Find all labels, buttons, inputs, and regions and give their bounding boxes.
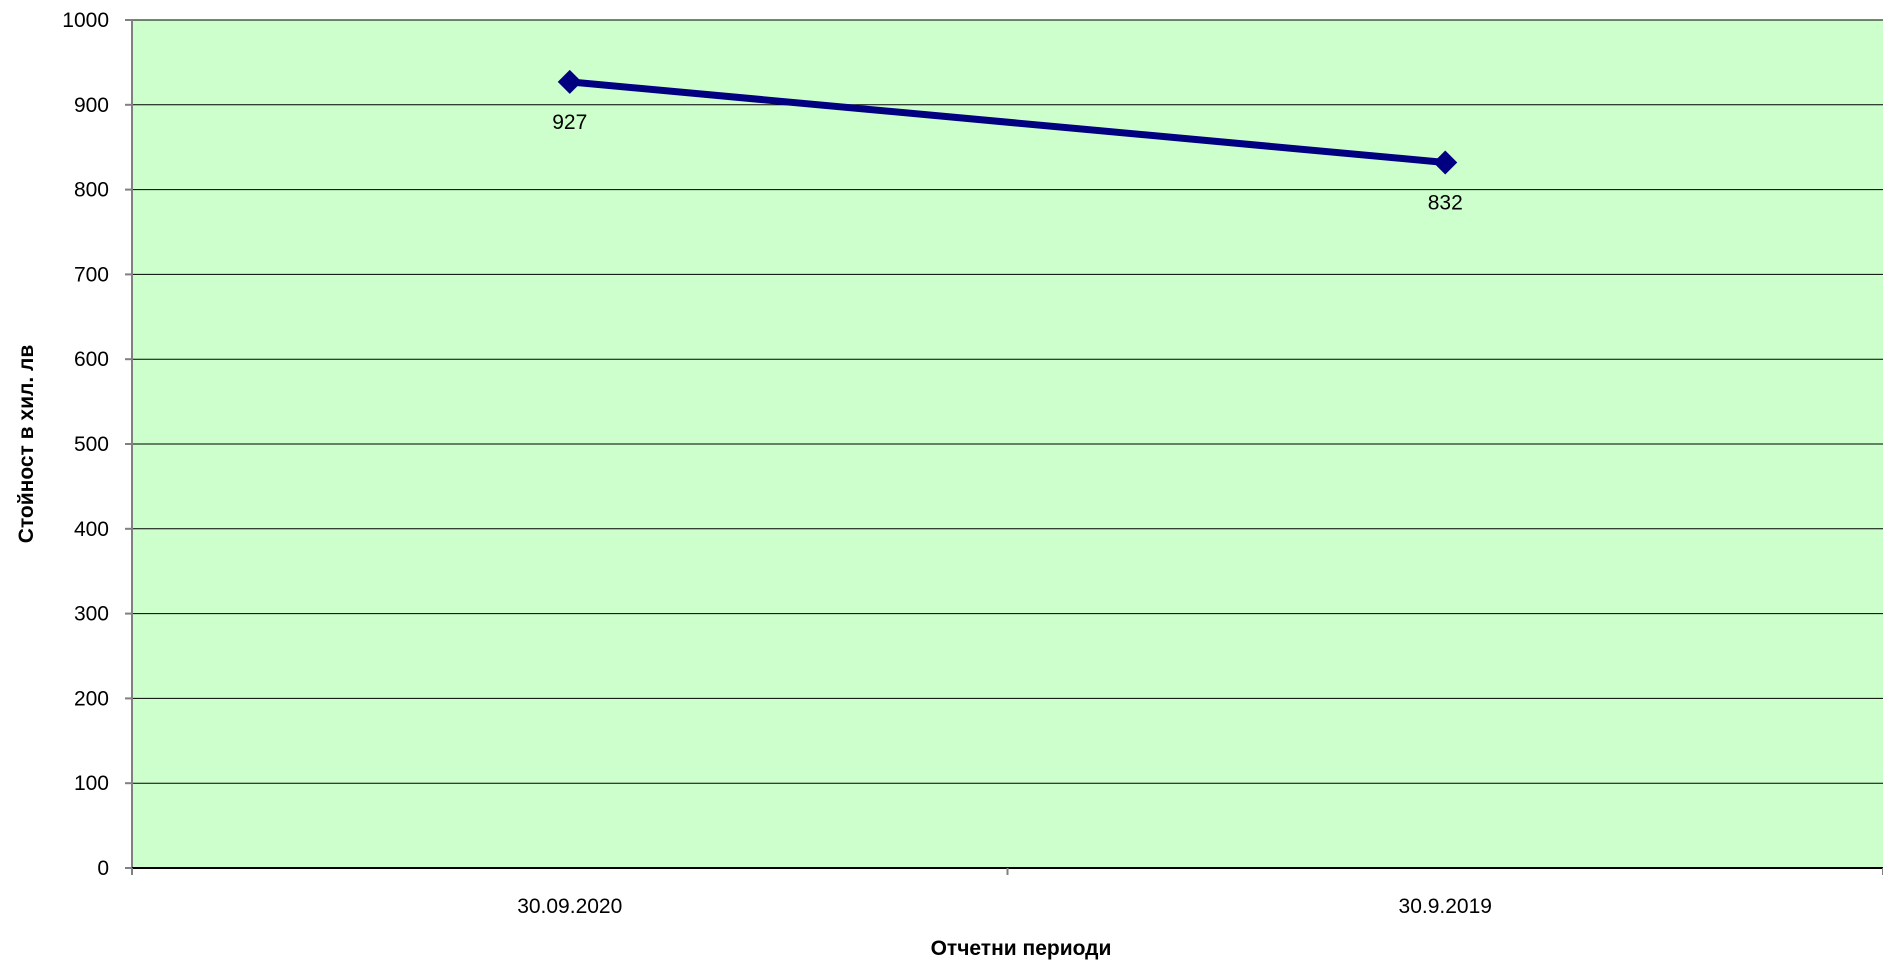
series-line bbox=[569, 78, 1446, 166]
data-point-marker bbox=[557, 69, 582, 94]
y-tick-label: 900 bbox=[74, 94, 109, 117]
data-label: 832 bbox=[1428, 191, 1463, 214]
x-tick-label: 30.09.2020 bbox=[517, 895, 622, 918]
y-tick-label: 200 bbox=[74, 687, 109, 710]
series-layer: 927 832 bbox=[552, 69, 1463, 214]
y-axis-title: Стойност в хил. лв bbox=[15, 345, 38, 544]
data-label: 927 bbox=[552, 111, 587, 134]
x-axis-title: Отчетни периоди bbox=[931, 937, 1112, 960]
y-tick-label: 300 bbox=[74, 603, 109, 626]
y-tick-label: 400 bbox=[74, 518, 109, 541]
y-tick-label: 1000 bbox=[62, 9, 109, 32]
y-tick-label: 100 bbox=[74, 772, 109, 795]
y-tick-label: 600 bbox=[74, 348, 109, 371]
x-axis-ticks: 30.09.2020 30.9.2019 bbox=[131, 868, 1883, 918]
y-tick-label: 500 bbox=[74, 433, 109, 456]
y-tick-label: 800 bbox=[74, 179, 109, 202]
y-tick-label: 700 bbox=[74, 263, 109, 286]
y-axis-ticks: 0 100 200 300 400 500 600 700 800 900 1000 bbox=[62, 9, 132, 880]
y-tick-label: 0 bbox=[97, 857, 109, 880]
data-point-marker bbox=[1433, 150, 1458, 175]
x-tick-label: 30.9.2019 bbox=[1399, 895, 1492, 918]
gridlines bbox=[132, 19, 1883, 784]
